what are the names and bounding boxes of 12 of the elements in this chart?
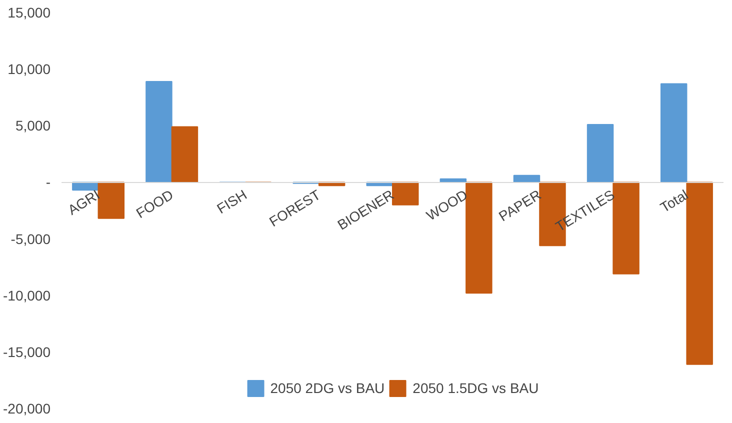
y-tick-label: -20,000 [3, 400, 51, 416]
y-tick-label: -10,000 [3, 287, 51, 304]
y-tick-label: -15,000 [3, 344, 51, 360]
legend-label: 2050 1.5DG vs BAU [412, 380, 539, 396]
y-tick-label: 15,000 [8, 4, 51, 20]
y-tick-label: 5,000 [15, 118, 51, 134]
y-tick-label: 10,000 [8, 61, 51, 78]
x-tick-label: FISH [214, 186, 250, 217]
x-tick-label: Total [657, 186, 691, 216]
y-tick-label: -5,000 [10, 230, 51, 247]
legend-label: 2050 2DG vs BAU [270, 380, 385, 396]
y-tick-label: - [46, 174, 51, 190]
